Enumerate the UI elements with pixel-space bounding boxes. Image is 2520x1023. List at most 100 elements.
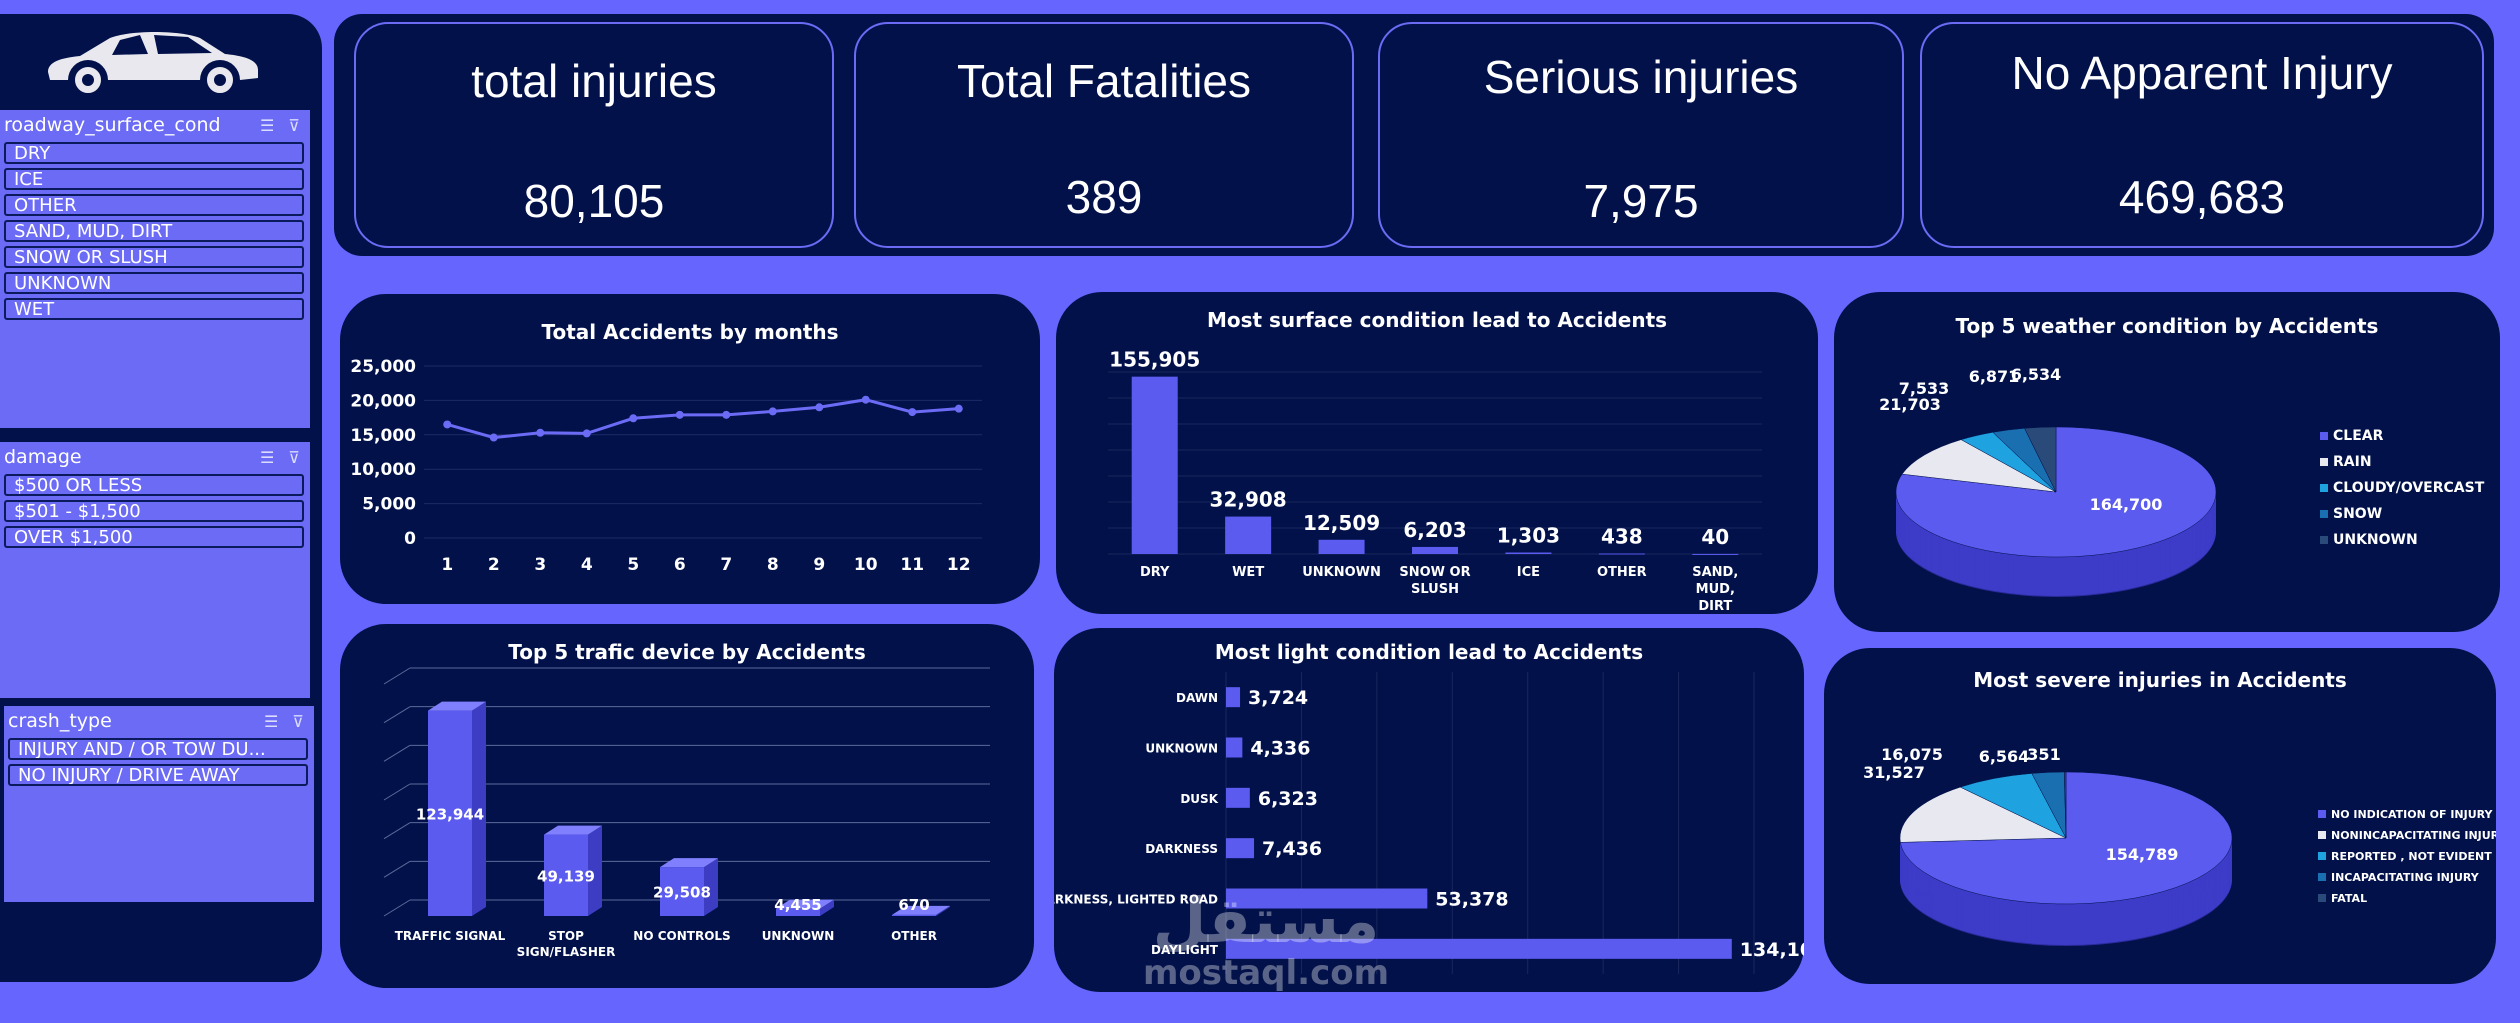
gridline	[383, 860, 411, 878]
data-point	[489, 433, 498, 442]
data-label: 155,905	[1109, 348, 1200, 372]
x-tick-label: 7	[720, 555, 732, 575]
slicer-item[interactable]: SNOW OR SLUSH	[4, 246, 304, 268]
slicer-item[interactable]: INJURY AND / OR TOW DU...	[8, 738, 308, 760]
data-point	[722, 410, 731, 419]
slicer-item[interactable]: UNKNOWN	[4, 272, 304, 294]
x-tick-label: WET	[1232, 565, 1264, 580]
y-tick-label: DAYLIGHT	[1151, 943, 1219, 957]
data-point	[768, 407, 777, 416]
data-label: 154,789	[2106, 845, 2179, 864]
chart-title: Most surface condition lead to Accidents	[1206, 308, 1668, 332]
bar-top	[660, 858, 718, 868]
gridline	[383, 783, 411, 801]
bar	[1226, 938, 1732, 959]
x-tick-label: 4	[581, 555, 593, 575]
bar	[892, 914, 936, 916]
bar-side	[588, 825, 602, 916]
clear-filter-icon[interactable]: ⊽	[288, 115, 300, 135]
slicer-title: damage	[4, 446, 82, 468]
multi-select-icon[interactable]: ☰	[259, 115, 275, 135]
multi-select-icon[interactable]: ☰	[263, 711, 279, 731]
clear-filter-icon[interactable]: ⊽	[288, 447, 300, 467]
kpi-value: 80,105	[523, 175, 665, 227]
kpi-value: 7,975	[1583, 175, 1699, 227]
clear-filter-icon[interactable]: ⊽	[292, 711, 304, 731]
x-tick-label: 8	[767, 555, 779, 575]
y-tick-label: 5,000	[362, 495, 416, 515]
kpi-band: total injuries 80,105 Total Fatalities 3…	[334, 14, 2494, 256]
slicer-item[interactable]: $501 - $1,500	[4, 500, 304, 522]
data-point	[908, 408, 917, 417]
legend-label: INCAPACITATING INJURY	[2331, 871, 2480, 884]
legend-label: REPORTED , NOT EVIDENT	[2331, 850, 2492, 863]
legend-swatch	[2318, 894, 2326, 902]
slicer-item[interactable]: DRY	[4, 142, 304, 164]
slicer-item[interactable]: SAND, MUD, DIRT	[4, 220, 304, 242]
y-tick-label: 10,000	[350, 460, 416, 480]
bar-chart: 155,905 DRY 32,908 WET 12,509 UNKNOWN 6,203 SNO…	[1108, 348, 1762, 614]
watermark-logo: مستقل mostaql.com	[1126, 888, 1406, 993]
x-tick-label: OTHER	[891, 929, 937, 943]
x-tick-label: 2	[488, 555, 500, 575]
slicer-item[interactable]: ICE	[4, 168, 304, 190]
x-tick-label: SLUSH	[1411, 582, 1459, 597]
legend-swatch	[2320, 536, 2328, 544]
data-label: 6,203	[1403, 518, 1466, 542]
slicer-item[interactable]: WET	[4, 298, 304, 320]
bar	[1505, 552, 1552, 554]
data-label: 4,455	[774, 896, 821, 914]
bar	[1692, 553, 1739, 555]
legend-label: SNOW	[2333, 506, 2382, 522]
horizontal-bar-chart: 3,724 DAWN 4,336 UNKNOWN 6,323 DUSK 7,436 DARKN…	[1054, 672, 1804, 974]
data-label: 21,703	[1879, 395, 1941, 414]
slicer-item[interactable]: OVER $1,500	[4, 526, 304, 548]
x-tick-label: 5	[627, 555, 639, 575]
x-tick-label: 1	[441, 555, 453, 575]
x-tick-label: NO CONTROLS	[633, 929, 730, 943]
data-label: 670	[898, 896, 929, 914]
slicer-item[interactable]: $500 OR LESS	[4, 474, 304, 496]
legend-label: NO INDICATION OF INJURY	[2331, 808, 2494, 821]
legend-swatch	[2318, 810, 2326, 818]
multi-select-icon[interactable]: ☰	[259, 447, 275, 467]
legend-label: UNKNOWN	[2333, 532, 2418, 548]
chart-card-light: Most light condition lead to Accidents 3…	[1054, 628, 1804, 992]
data-label: 6,564	[1979, 747, 2030, 766]
slicer-damage: damage ☰ ⊽ $500 OR LESS $501 - $1,500 OVE…	[0, 442, 310, 698]
bar	[544, 834, 588, 916]
data-label: 40	[1701, 525, 1729, 549]
data-point	[954, 404, 963, 413]
data-label: 7,436	[1262, 838, 1322, 860]
x-tick-label: SNOW OR	[1399, 565, 1470, 580]
y-tick-label: 20,000	[350, 391, 416, 411]
slicer-roadway-surface: roadway_surface_cond ☰ ⊽ DRY ICE OTHER SA…	[0, 110, 310, 428]
legend-swatch	[2320, 458, 2328, 466]
bar-side	[820, 899, 834, 916]
slicer-item[interactable]: OTHER	[4, 194, 304, 216]
y-tick-label: 15,000	[350, 426, 416, 446]
x-tick-label: DRY	[1140, 565, 1170, 580]
legend-swatch	[2318, 831, 2326, 839]
bar	[1131, 376, 1178, 554]
data-label: 164,700	[2090, 495, 2163, 514]
watermark-url: mostaql.com	[1142, 953, 1390, 993]
bar	[1226, 888, 1428, 909]
data-label: 438	[1601, 525, 1643, 549]
data-label: 16,075	[1881, 745, 1943, 764]
kpi-value: 469,683	[2118, 171, 2286, 223]
slicer-title: crash_type	[8, 710, 112, 732]
gridline	[383, 706, 411, 724]
slicer-item[interactable]: NO INJURY / DRIVE AWAY	[8, 764, 308, 786]
kpi-label: No Apparent Injury	[2011, 47, 2393, 99]
gridline	[383, 667, 411, 685]
data-label: 6,871	[1969, 367, 2020, 386]
chart-card-injuries: Most severe injuries in Accidents 154,78…	[1824, 648, 2496, 984]
legend-swatch	[2320, 432, 2328, 440]
chart-title: Most light condition lead to Accidents	[1214, 640, 1644, 664]
x-tick-label: STOP	[548, 929, 584, 943]
legend-label: FATAL	[2331, 892, 2367, 905]
data-point	[536, 428, 545, 437]
x-tick-label: 9	[813, 555, 825, 575]
